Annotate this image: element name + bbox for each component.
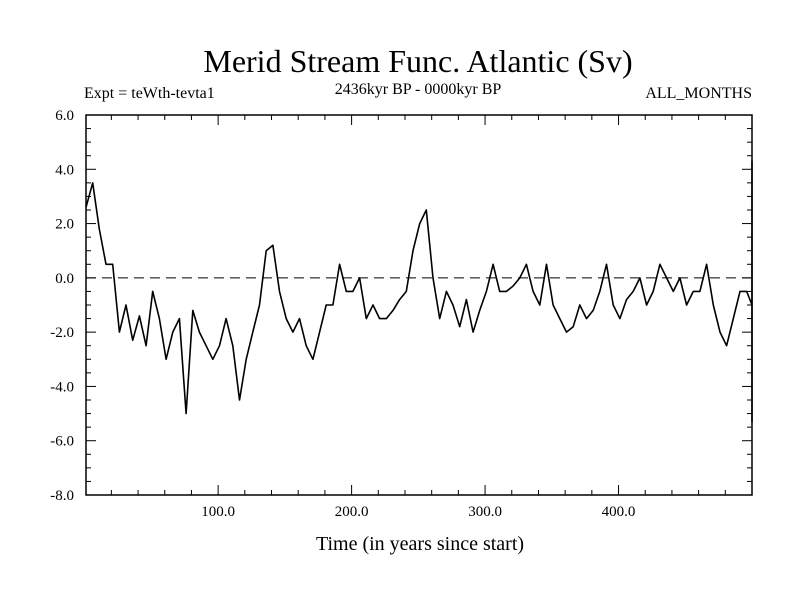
plot-frame — [85, 114, 753, 496]
axes — [85, 114, 753, 496]
chart-title: Merid Stream Func. Atlantic (Sv) — [203, 43, 632, 79]
y-tick-label: 4.0 — [55, 162, 74, 178]
series-line — [85, 160, 753, 423]
tick-labels: 100.0 200.0 300.0 400.0 6.0 4.0 2.0 0.0 -2.0 -4.0… — [50, 108, 635, 520]
chart-subtitle-left: Expt = teWth-tevta1 — [84, 85, 215, 102]
y-tick-label: 6.0 — [55, 108, 74, 124]
axis-ticks — [86, 114, 752, 496]
y-tick-label: 0.0 — [55, 271, 74, 287]
x-tick-label: 200.0 — [335, 504, 369, 520]
y-tick-label: 2.0 — [55, 217, 74, 233]
y-tick-label: -8.0 — [50, 488, 74, 504]
x-axis-label: Time (in years since start) — [316, 533, 524, 555]
chart-subtitle-right: ALL_MONTHS — [645, 85, 752, 102]
x-tick-label: 100.0 — [201, 504, 235, 520]
x-tick-label: 400.0 — [602, 504, 636, 520]
chart-subtitle-center: 2436kyr BP - 0000kyr BP — [335, 81, 502, 98]
y-tick-label: -6.0 — [50, 434, 74, 450]
x-tick-label: 300.0 — [468, 504, 502, 520]
y-tick-label: -2.0 — [50, 325, 74, 341]
y-tick-label: -4.0 — [50, 379, 74, 395]
